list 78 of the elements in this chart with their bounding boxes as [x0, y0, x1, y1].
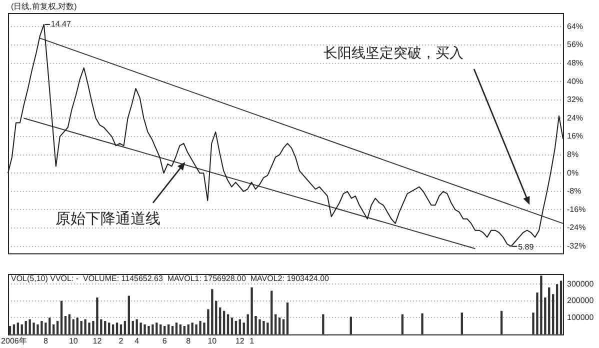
x-tick-label: 8: [43, 336, 48, 346]
bar: [76, 318, 78, 334]
y-tick-label: 64%: [567, 22, 584, 31]
bar: [286, 302, 289, 334]
bar: [116, 322, 118, 334]
bar: [258, 319, 261, 334]
bar: [548, 287, 550, 334]
bar: [24, 320, 27, 334]
bar: [552, 294, 554, 334]
bar: [88, 322, 90, 334]
bar: [556, 284, 558, 334]
y-tick-label: 32%: [567, 95, 584, 104]
y-tick-label: -16%: [567, 204, 586, 214]
x-tick-label: 1: [250, 336, 255, 346]
bar: [460, 312, 463, 334]
x-tick-label: 12: [92, 336, 102, 346]
y-tick-label: 16%: [567, 132, 584, 141]
bar: [191, 322, 194, 334]
y-tick-label: 48%: [567, 58, 584, 68]
annotation: 长阳线坚定突破，买入: [324, 45, 464, 62]
x-tick-label: 2: [118, 336, 124, 346]
y-tick-label: 300000: [567, 279, 594, 288]
bar: [84, 319, 86, 334]
y-tick-label: -8%: [567, 186, 582, 196]
y-tick-label: 0%: [567, 168, 579, 178]
y-tick-label: 56%: [567, 40, 584, 50]
x-tick-label: 8: [186, 336, 192, 346]
x-tick-label: 2006年: [1, 336, 27, 346]
bar: [195, 324, 198, 334]
bar: [219, 308, 222, 334]
bar: [28, 319, 31, 334]
bar: [80, 320, 82, 334]
annotation: 原始下降通道线: [55, 209, 160, 228]
y-tick-label: 8%: [567, 150, 579, 160]
bar: [60, 300, 63, 334]
bar: [144, 324, 146, 334]
bar: [136, 319, 138, 334]
x-tick-label: 10: [68, 336, 78, 346]
x-tick-label: 10: [208, 336, 218, 346]
bar: [16, 322, 19, 334]
bar: [140, 322, 142, 334]
bar: [278, 318, 281, 334]
bar: [270, 290, 273, 334]
bar: [148, 326, 150, 334]
bar: [40, 320, 43, 334]
y-tick-label: 40%: [567, 76, 584, 86]
x-tick-label: 4: [134, 336, 140, 346]
bar: [152, 324, 154, 334]
bar: [500, 310, 503, 334]
bar: [230, 318, 234, 334]
bar: [421, 313, 424, 334]
y-tick-label: 24%: [567, 113, 584, 122]
annotation: 5.89: [518, 242, 534, 252]
bar: [222, 310, 226, 334]
y-tick-label: 200000: [567, 296, 594, 306]
y-tick-label: -24%: [567, 223, 586, 232]
bar: [48, 318, 51, 334]
bar: [96, 297, 98, 334]
bar: [128, 296, 130, 334]
x-tick-label: 12: [235, 336, 245, 346]
bar: [108, 322, 110, 334]
chart-title: VOL(5,10) VVOL: - VOLUME: 1145652.63 MAVOL1: 1756928.00 MAVOL2: 1903424.00: [11, 274, 330, 284]
bar: [322, 314, 324, 334]
bar: [560, 280, 562, 334]
bar: [211, 289, 214, 334]
bar: [175, 322, 178, 334]
annotation: 14.47: [50, 20, 72, 29]
bar: [199, 320, 202, 334]
chart-title: (日线,前复权,对数): [11, 2, 78, 12]
y-tick-label: -32%: [567, 242, 586, 251]
bar: [36, 324, 39, 334]
bar: [540, 276, 542, 334]
x-tick-label: 6: [162, 336, 168, 346]
bar: [156, 322, 158, 334]
bar: [32, 322, 35, 334]
bar: [250, 287, 253, 334]
bar: [262, 320, 265, 334]
y-tick-label: 100000: [567, 312, 594, 322]
